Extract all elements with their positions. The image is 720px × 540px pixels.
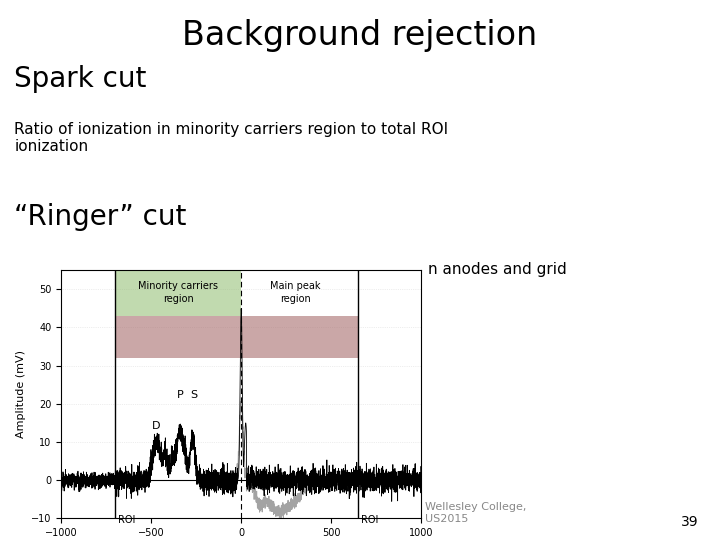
- Text: ROI: ROI: [118, 515, 135, 524]
- Text: Spark cut: Spark cut: [14, 65, 147, 93]
- Text: n anodes and grid: n anodes and grid: [428, 262, 567, 277]
- Text: Background rejection: Background rejection: [182, 18, 538, 52]
- Text: Ratio of ionization in minority carriers region to total ROI
ionization: Ratio of ionization in minority carriers…: [14, 122, 449, 154]
- Text: Wellesley College,
US2015: Wellesley College, US2015: [425, 502, 526, 524]
- Y-axis label: Amplitude (mV): Amplitude (mV): [16, 350, 25, 438]
- Text: 39: 39: [681, 515, 698, 529]
- Text: D: D: [153, 421, 161, 430]
- Text: Main peak
region: Main peak region: [270, 281, 320, 304]
- Text: “Ringer” cut: “Ringer” cut: [14, 202, 186, 231]
- Bar: [115, 262, 241, 316]
- Text: ROI: ROI: [361, 515, 378, 524]
- Text: S: S: [190, 390, 197, 400]
- Bar: [115, 316, 359, 358]
- Text: P: P: [176, 390, 184, 400]
- Text: Minority carriers
region: Minority carriers region: [138, 281, 218, 304]
